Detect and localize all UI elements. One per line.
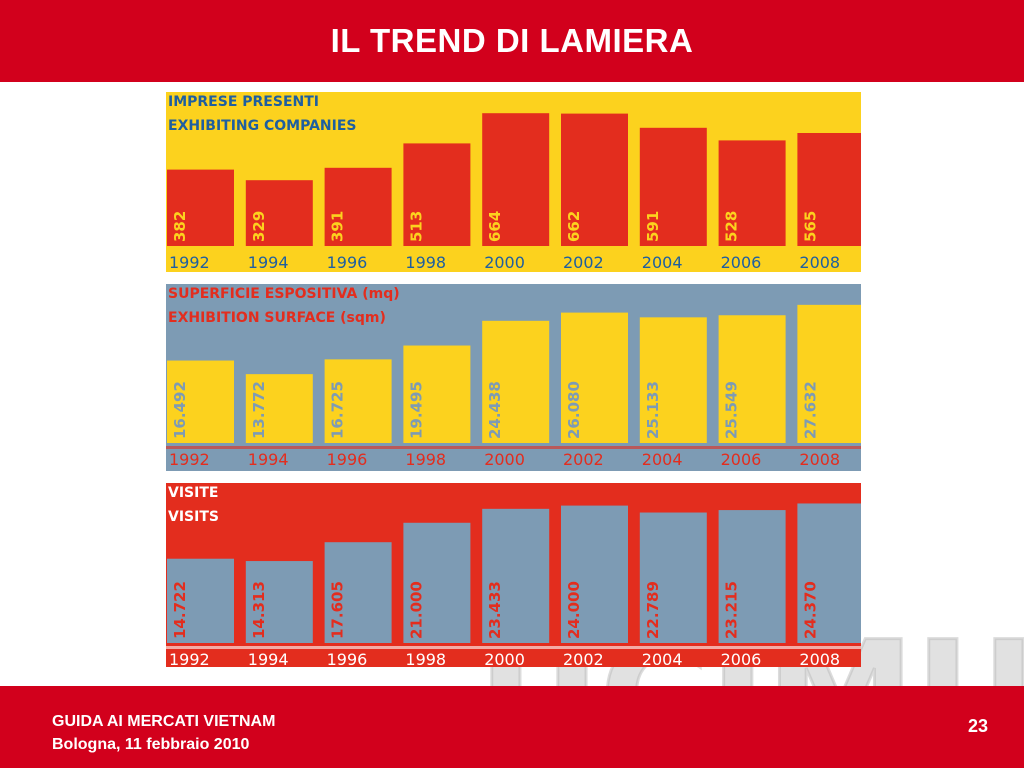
bar [324, 359, 392, 443]
bar [561, 505, 628, 643]
bar-value-label: 382 [171, 211, 189, 242]
year-band-rule [166, 446, 861, 449]
bar [797, 503, 861, 643]
year-tick-label: 1992 [169, 253, 210, 272]
chart-title: SUPERFICIE ESPOSITIVA (mq) [168, 286, 400, 302]
year-tick-label: 2008 [799, 253, 840, 272]
bar-value-label: 391 [329, 211, 347, 242]
bar [639, 317, 707, 443]
footer-event-title: GUIDA AI MERCATI VIETNAM [52, 713, 276, 730]
year-tick-label: 2000 [484, 650, 525, 667]
year-tick-label: 1994 [248, 650, 289, 667]
year-tick-label: 1996 [327, 450, 368, 469]
bar [403, 522, 471, 643]
bar [167, 360, 234, 443]
year-tick-label: 1998 [405, 650, 446, 667]
chart-title: IMPRESE PRESENTI [168, 94, 319, 110]
bar [167, 558, 234, 643]
bar-value-label: 329 [250, 211, 268, 242]
bar-value-label: 27.632 [801, 381, 819, 439]
bar [561, 113, 628, 246]
slide-title: IL TREND DI LAMIERA [330, 22, 694, 59]
bar-value-label: 23.433 [486, 581, 504, 639]
year-tick-label: 1992 [169, 650, 210, 667]
bar-value-label: 25.133 [644, 381, 662, 439]
bar [167, 169, 234, 246]
bar [639, 512, 707, 643]
chart-exhibiting-companies: IMPRESE PRESENTI EXHIBITING COMPANIES 382 1… [166, 92, 861, 272]
year-tick-label: 1994 [248, 253, 289, 272]
bar-value-label: 14.313 [250, 581, 268, 639]
slide-header: IL TREND DI LAMIERA [0, 0, 1024, 82]
bar [245, 561, 313, 643]
chart-title: VISITE [168, 485, 218, 501]
year-tick-label: 2004 [642, 450, 683, 469]
year-tick-label: 1998 [405, 450, 446, 469]
year-tick-label: 2000 [484, 253, 525, 272]
bar [718, 140, 786, 246]
year-tick-label: 2006 [721, 650, 762, 667]
bar-value-label: 662 [565, 211, 583, 242]
bar [718, 510, 786, 643]
year-tick-label: 1998 [405, 253, 446, 272]
footer-event-date: Bologna, 11 febbraio 2010 [52, 736, 250, 753]
bar-value-label: 22.789 [644, 581, 662, 639]
year-tick-label: 2006 [721, 450, 762, 469]
bar [482, 320, 550, 443]
year-tick-label: 1992 [169, 450, 210, 469]
bar [245, 374, 313, 443]
bar-value-label: 26.080 [565, 381, 583, 439]
chart-subtitle: VISITS [168, 509, 219, 525]
year-tick-label: 1994 [248, 450, 289, 469]
year-tick-label: 2002 [563, 450, 604, 469]
bar [797, 133, 861, 246]
bar-value-label: 23.215 [723, 581, 741, 639]
year-tick-label: 2002 [563, 650, 604, 667]
year-tick-label: 1996 [327, 253, 368, 272]
bar-value-label: 16.492 [171, 381, 189, 439]
bar-value-label: 664 [486, 211, 504, 242]
bar-value-label: 13.772 [250, 381, 268, 439]
year-tick-label: 1996 [327, 650, 368, 667]
bar-value-label: 24.438 [486, 381, 504, 439]
bar [403, 345, 471, 443]
bar [245, 180, 313, 246]
slide-footer: GUIDA AI MERCATI VIETNAM Bologna, 11 feb… [0, 686, 1024, 768]
chart-subtitle: EXHIBITING COMPANIES [168, 118, 357, 134]
bar [718, 315, 786, 443]
year-tick-label: 2002 [563, 253, 604, 272]
bar-value-label: 19.495 [407, 381, 425, 439]
year-tick-label: 2000 [484, 450, 525, 469]
bar [403, 143, 471, 246]
bar [324, 542, 392, 643]
bar-value-label: 24.370 [801, 581, 819, 639]
year-tick-label: 2008 [799, 650, 840, 667]
chart-subtitle: EXHIBITION SURFACE (sqm) [168, 310, 386, 326]
year-tick-label: 2004 [642, 253, 683, 272]
bar [797, 304, 861, 443]
year-tick-label: 2006 [721, 253, 762, 272]
year-band-rule [166, 646, 861, 649]
bar [639, 127, 707, 246]
bar [324, 167, 392, 246]
bar [482, 508, 550, 643]
bar-value-label: 24.000 [565, 581, 583, 639]
bar [561, 312, 628, 443]
bar-value-label: 591 [644, 211, 662, 242]
bar-value-label: 14.722 [171, 581, 189, 639]
bar-value-label: 25.549 [723, 381, 741, 439]
bar-value-label: 565 [801, 211, 819, 242]
year-tick-label: 2004 [642, 650, 683, 667]
chart-visits: VISITE VISITS 14.722 1992 14.313 1994 17.605 19… [166, 483, 861, 667]
chart-exhibition-surface: SUPERFICIE ESPOSITIVA (mq) EXHIBITION SUR… [166, 284, 861, 471]
page-number: 23 [967, 716, 988, 736]
bar-value-label: 17.605 [329, 581, 347, 639]
bar-value-label: 528 [723, 211, 741, 242]
bar-value-label: 513 [407, 211, 425, 242]
bar-value-label: 21.000 [407, 581, 425, 639]
year-tick-label: 2008 [799, 450, 840, 469]
bar [482, 113, 550, 246]
bar-value-label: 16.725 [329, 381, 347, 439]
